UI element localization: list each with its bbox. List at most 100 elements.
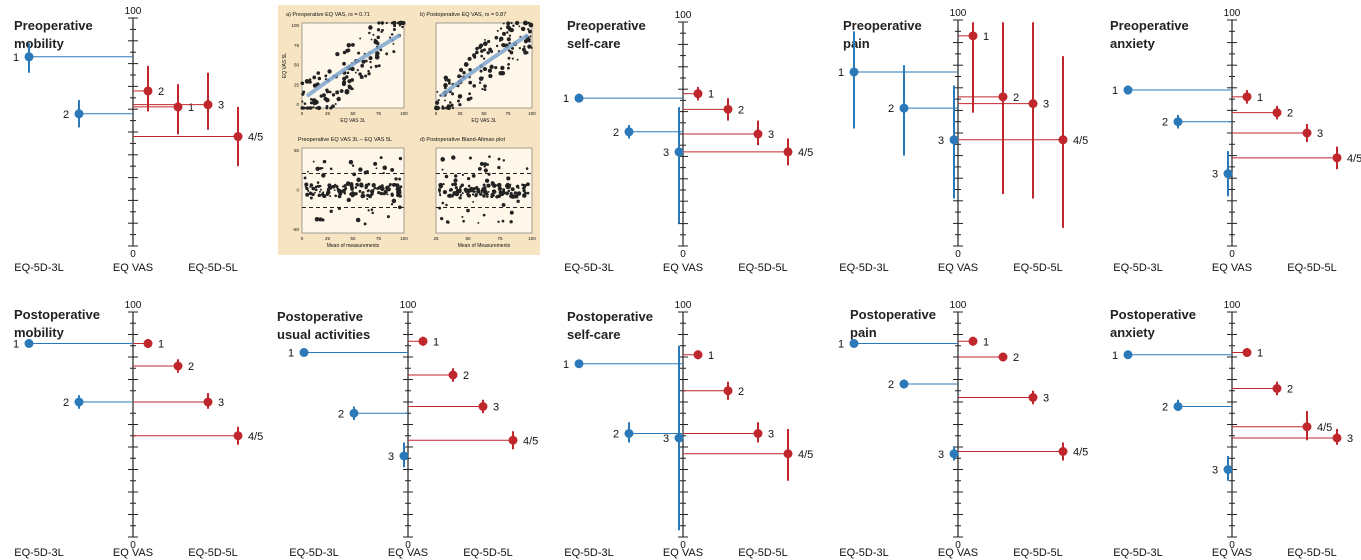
inset-dot [395, 187, 399, 191]
inset-dot [328, 90, 332, 94]
eq3l-point-label: 3 [938, 449, 944, 461]
inset-dot [342, 76, 347, 81]
inset-dot [336, 96, 341, 102]
eq5l-point-label: 1 [1257, 348, 1263, 360]
inset-panel-title: d) Postoperative Bland-Altman plot [420, 137, 505, 143]
inset-dot [482, 66, 488, 72]
inset-dot [391, 183, 395, 186]
eq5l-point [1272, 108, 1282, 118]
inset-dot [466, 208, 470, 213]
inset-dot [483, 191, 489, 196]
inset-dot [513, 191, 518, 195]
x-category-label: EQ VAS [388, 547, 428, 559]
inset-dot [522, 183, 527, 188]
axis-bottom-label: 0 [680, 540, 686, 551]
inset-dot [475, 46, 479, 51]
eq5l-point [143, 339, 153, 348]
eq3l-point [1123, 85, 1133, 95]
eq5l-point [753, 129, 763, 139]
eq3l-point-label: 2 [613, 127, 619, 139]
inset-dot [516, 58, 519, 61]
inset-dot [346, 42, 351, 48]
eq3l-point-label: 2 [888, 379, 894, 391]
panel-title-line: Postoperative [14, 307, 100, 322]
inset-dot [387, 189, 390, 192]
inset-dot [354, 186, 358, 189]
inset-dot [359, 75, 364, 79]
inset-dot [392, 42, 395, 45]
inset-dot [344, 188, 347, 191]
chart-panel: Preoperative self-care 100 0 EQ-5D-3L EQ VAS E… [563, 10, 813, 274]
inset-dot [507, 66, 510, 70]
axis-top-label: 100 [675, 300, 692, 311]
inset-dot [457, 94, 463, 99]
eq3l-point [1173, 402, 1183, 411]
inset-dot [324, 74, 328, 78]
axis-top-label: 100 [1224, 8, 1241, 19]
inset-dot [437, 98, 440, 102]
inset-dot [461, 173, 465, 177]
eq5l-point-label: 1 [708, 350, 714, 362]
inset-dot [441, 201, 445, 205]
inset-dot [500, 70, 506, 76]
inset-dot [476, 187, 480, 191]
panel-title: Preoperative anxiety [1110, 18, 1189, 51]
panel-title: Postoperative anxiety [1110, 307, 1196, 340]
inset-dot [379, 191, 384, 196]
eq5l-point-label: 2 [463, 370, 469, 382]
panel-title-line: Preoperative [567, 18, 646, 33]
inset-x-tick: 75 [376, 111, 382, 116]
inset-dot [391, 198, 397, 204]
inset-dot [380, 21, 385, 25]
inset-dot [459, 193, 463, 197]
inset-dot [331, 93, 336, 97]
inset-dot [488, 155, 491, 158]
inset-dot [334, 194, 337, 198]
inset-dot [392, 28, 396, 32]
x-category-label: EQ VAS [663, 262, 703, 274]
inset-dot [319, 188, 322, 191]
eq3l-point [849, 67, 859, 77]
inset-dot [492, 183, 497, 188]
inset-dot [449, 187, 453, 192]
eq3l-point-label: 3 [1212, 465, 1218, 477]
panel-title: Postoperative self-care [567, 309, 653, 342]
inset-dot [463, 62, 469, 67]
chart-panel: Preoperative pain 100 0 EQ-5D-3L EQ VAS EQ-5D-… [838, 8, 1088, 274]
eq3l-point-label: 1 [1112, 350, 1118, 362]
inset-dot [436, 90, 439, 93]
inset-dot [312, 160, 315, 163]
eq5l-point-label: 1 [433, 336, 439, 348]
inset-dot [441, 106, 444, 110]
axis-bottom-label: 0 [1229, 540, 1235, 551]
inset-dot [378, 186, 382, 189]
inset-dot [523, 39, 528, 44]
eq3l-point-label: 2 [63, 109, 69, 121]
inset-dot [325, 90, 330, 94]
inset-dot [482, 213, 486, 217]
eq3l-point-label: 1 [288, 348, 294, 360]
inset-dot [446, 78, 451, 83]
panel-title-line: Postoperative [1110, 307, 1196, 322]
inset-dot [341, 80, 347, 85]
inset-dot [318, 190, 321, 193]
inset-dot [364, 170, 368, 174]
eq5l-point-label: 4/5 [1347, 153, 1361, 165]
inset-dot [314, 188, 318, 192]
inset-dot [351, 164, 355, 167]
panel-title: Postoperative pain [850, 307, 936, 340]
eq5l-point-label: 1 [983, 336, 989, 348]
inset-dot [472, 190, 476, 193]
inset-dot [300, 81, 305, 86]
inset-panel-title: Preoperative EQ VAS 3L – EQ VAS 5L [298, 137, 392, 143]
inset-dot [376, 35, 380, 40]
inset-dot [443, 83, 448, 88]
inset-dot [458, 196, 462, 200]
inset-dot [303, 176, 307, 180]
inset-dot [390, 193, 394, 197]
inset-y-tick: -50 [292, 227, 299, 232]
eq5l-point [1028, 99, 1038, 109]
inset-dot [386, 193, 389, 196]
inset-x-tick: 100 [528, 236, 536, 241]
eq5l-point [448, 370, 458, 380]
